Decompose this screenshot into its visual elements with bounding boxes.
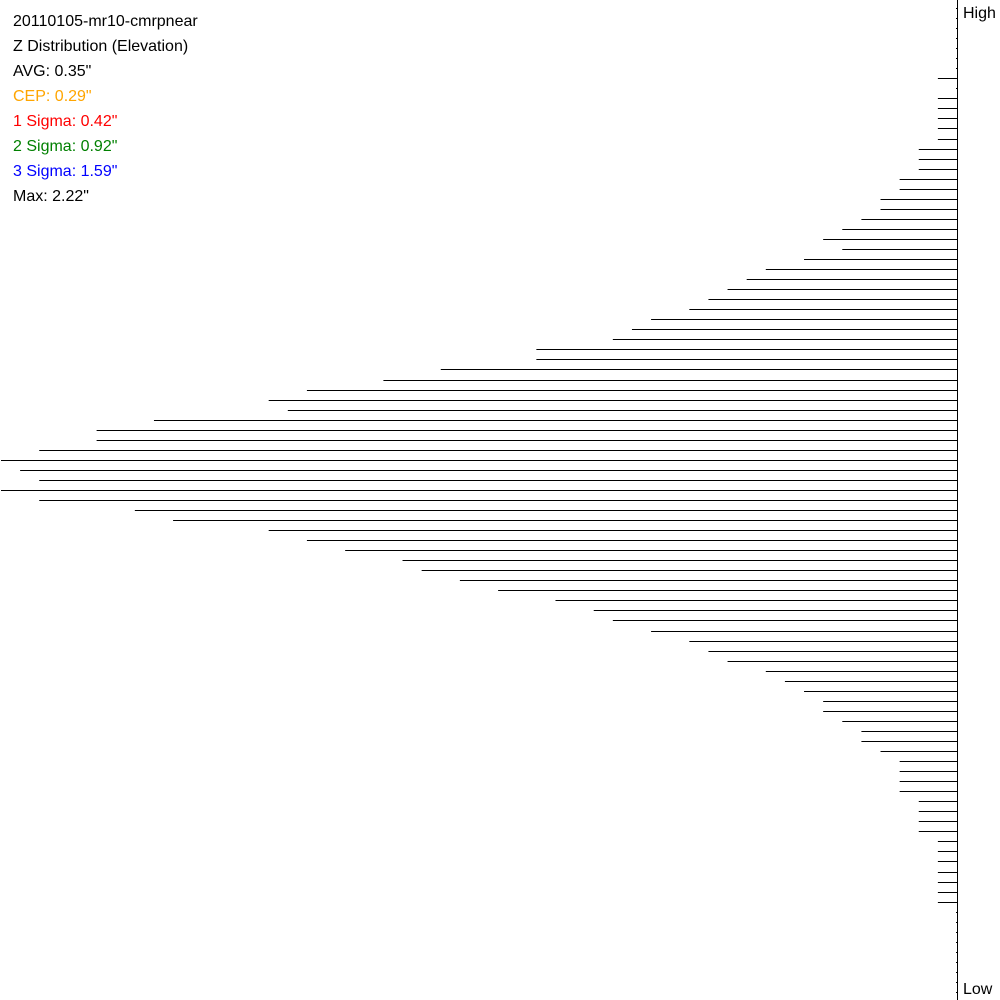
- axis-label-low: Low: [963, 981, 993, 998]
- axis-label-high: High: [963, 5, 996, 22]
- stat-avg: AVG: 0.35": [13, 63, 92, 80]
- stats-panel: 20110105-mr10-cmrpnear Z Distribution (E…: [13, 9, 198, 209]
- chart-title: 20110105-mr10-cmrpnear: [13, 13, 198, 30]
- stat-1-sigma: 1 Sigma: 0.42": [13, 113, 118, 130]
- stat-2-sigma: 2 Sigma: 0.92": [13, 138, 118, 155]
- stat-cep: CEP: 0.29": [13, 88, 92, 105]
- stat-3-sigma: 3 Sigma: 1.59": [13, 163, 118, 180]
- histogram-bars: [1, 8, 957, 993]
- chart-subtitle: Z Distribution (Elevation): [13, 38, 189, 55]
- stat-max: Max: 2.22": [13, 188, 89, 205]
